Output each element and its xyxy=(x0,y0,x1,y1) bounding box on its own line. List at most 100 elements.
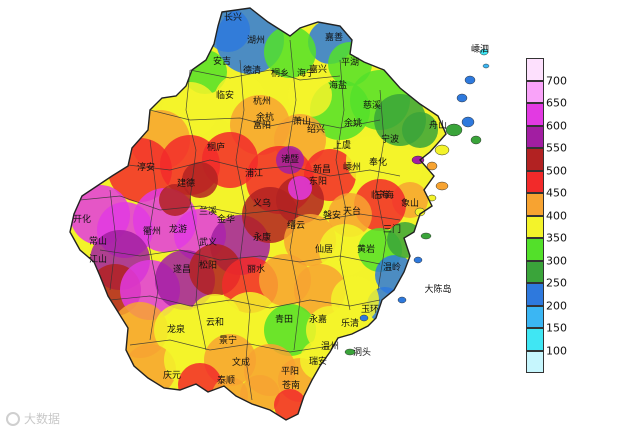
city-label: 临安 xyxy=(216,89,234,101)
city-label: 玉环 xyxy=(361,304,379,315)
city-label: 宁波 xyxy=(381,133,399,145)
city-label: 湖州 xyxy=(247,35,265,46)
city-label: 富阳 xyxy=(253,119,271,131)
rainfall-cell xyxy=(264,304,316,356)
legend-swatch xyxy=(526,305,544,328)
island-shape xyxy=(461,116,475,128)
city-label: 桐乡 xyxy=(271,67,289,79)
rainfall-cell xyxy=(319,224,371,276)
island-shape xyxy=(420,232,432,240)
city-label: 天台 xyxy=(343,205,361,217)
legend-swatch xyxy=(526,215,544,238)
city-label: 文成 xyxy=(232,356,250,368)
city-label: 义乌 xyxy=(253,197,271,209)
city-label: 苍南 xyxy=(282,379,300,391)
legend-tick-label: 100 xyxy=(546,344,567,357)
city-label: 庆元 xyxy=(163,369,181,381)
watermark-text: 大数据 xyxy=(24,412,61,426)
rainfall-cell xyxy=(288,176,312,200)
city-label: 江山 xyxy=(89,254,107,265)
legend-tick-label: 700 xyxy=(546,74,567,87)
city-label: 大陈岛 xyxy=(424,283,451,295)
legend-tick-label: 300 xyxy=(546,254,567,267)
city-label: 三门 xyxy=(383,223,401,235)
island-shape xyxy=(413,256,423,264)
city-label: 安吉 xyxy=(213,55,231,67)
city-label: 嵊泗 xyxy=(471,43,489,55)
legend-swatch xyxy=(526,260,544,283)
legend-swatch xyxy=(526,193,544,216)
island-shape xyxy=(479,48,489,56)
city-label: 云和 xyxy=(206,317,224,328)
legend-swatch xyxy=(526,238,544,261)
island-shape xyxy=(445,123,463,137)
city-label: 兰溪 xyxy=(199,205,217,217)
city-label: 磐安 xyxy=(323,209,341,221)
city-label: 平湖 xyxy=(341,57,359,68)
legend-swatch xyxy=(526,58,544,81)
city-label: 开化 xyxy=(73,213,91,225)
city-label: 金华 xyxy=(217,213,235,225)
legend-tick-label: 600 xyxy=(546,119,567,132)
city-label: 松阳 xyxy=(199,259,217,271)
island-shape xyxy=(434,144,450,156)
county-border-line xyxy=(235,59,253,401)
city-label: 丽水 xyxy=(247,263,265,275)
city-label: 长兴 xyxy=(224,11,242,23)
island-shape xyxy=(426,161,438,171)
island-shape xyxy=(470,135,482,145)
legend-tick-label: 500 xyxy=(546,164,567,177)
city-label: 海盐 xyxy=(329,79,347,91)
city-label: 永嘉 xyxy=(309,313,327,325)
county-border-line xyxy=(375,89,387,291)
islands-layer xyxy=(344,48,490,356)
legend-tick-label: 350 xyxy=(546,231,567,245)
rainfall-cell xyxy=(402,112,438,148)
island-shape xyxy=(359,314,369,322)
city-label: 桐庐 xyxy=(207,141,225,153)
county-border-line xyxy=(147,139,159,341)
city-label: 东阳 xyxy=(309,175,327,187)
city-label: 临海 xyxy=(371,189,389,201)
rainfall-cell xyxy=(264,26,316,78)
city-label: 新昌 xyxy=(313,163,331,175)
city-label: 萧山 xyxy=(293,115,311,127)
city-label: 衢州 xyxy=(143,225,161,237)
city-label: 龙泉 xyxy=(167,323,185,335)
county-borders xyxy=(79,39,401,401)
city-label: 慈溪 xyxy=(363,99,381,111)
legend-tick-label: 450 xyxy=(546,186,567,200)
city-label: 温岭 xyxy=(383,261,401,273)
county-border-line xyxy=(189,69,341,81)
legend-tick-label: 150 xyxy=(546,321,567,335)
city-label: 建德 xyxy=(177,177,195,189)
city-label: 武义 xyxy=(199,236,217,248)
city-label: 乐清 xyxy=(341,317,359,329)
island-shape xyxy=(482,63,490,69)
island-shape xyxy=(397,296,407,304)
city-label: 平阳 xyxy=(281,366,299,377)
city-label: 青田 xyxy=(275,313,293,325)
legend-tick-label: 400 xyxy=(546,209,567,222)
city-label: 瑞安 xyxy=(309,355,327,367)
legend-swatch xyxy=(526,80,544,103)
rainfall-heat-layer xyxy=(70,8,446,420)
county-border-line xyxy=(127,159,401,177)
city-label: 嘉善 xyxy=(325,31,343,43)
city-label: 遂昌 xyxy=(173,263,191,275)
city-label: 泰顺 xyxy=(217,374,235,386)
city-label: 嘉兴 xyxy=(309,63,327,75)
watermark: 大数据 xyxy=(6,410,60,427)
legend-swatch xyxy=(526,283,544,306)
county-border-line xyxy=(185,69,207,351)
rainfall-legend: 700 650 600 550 500 450 400 350 300 250 200 150 100 xyxy=(526,58,606,378)
city-label: 洞头 xyxy=(353,347,371,358)
city-label: 余姚 xyxy=(344,117,362,129)
legend-tick-label: 550 xyxy=(546,141,567,155)
city-label: 景宁 xyxy=(219,334,237,346)
rainfall-map: 长兴 湖州 嘉善 平湖 嘉兴 安吉 德清 桐乡 海宁 海盐 临安 杭州 余杭 萧山 上虞 慈溪 余姚 宁波 舟山 嵊泗… xyxy=(69,7,490,421)
city-label: 舟山 xyxy=(429,119,447,131)
legend-tick-label: 200 xyxy=(546,299,567,312)
watermark-logo-icon xyxy=(6,411,20,426)
